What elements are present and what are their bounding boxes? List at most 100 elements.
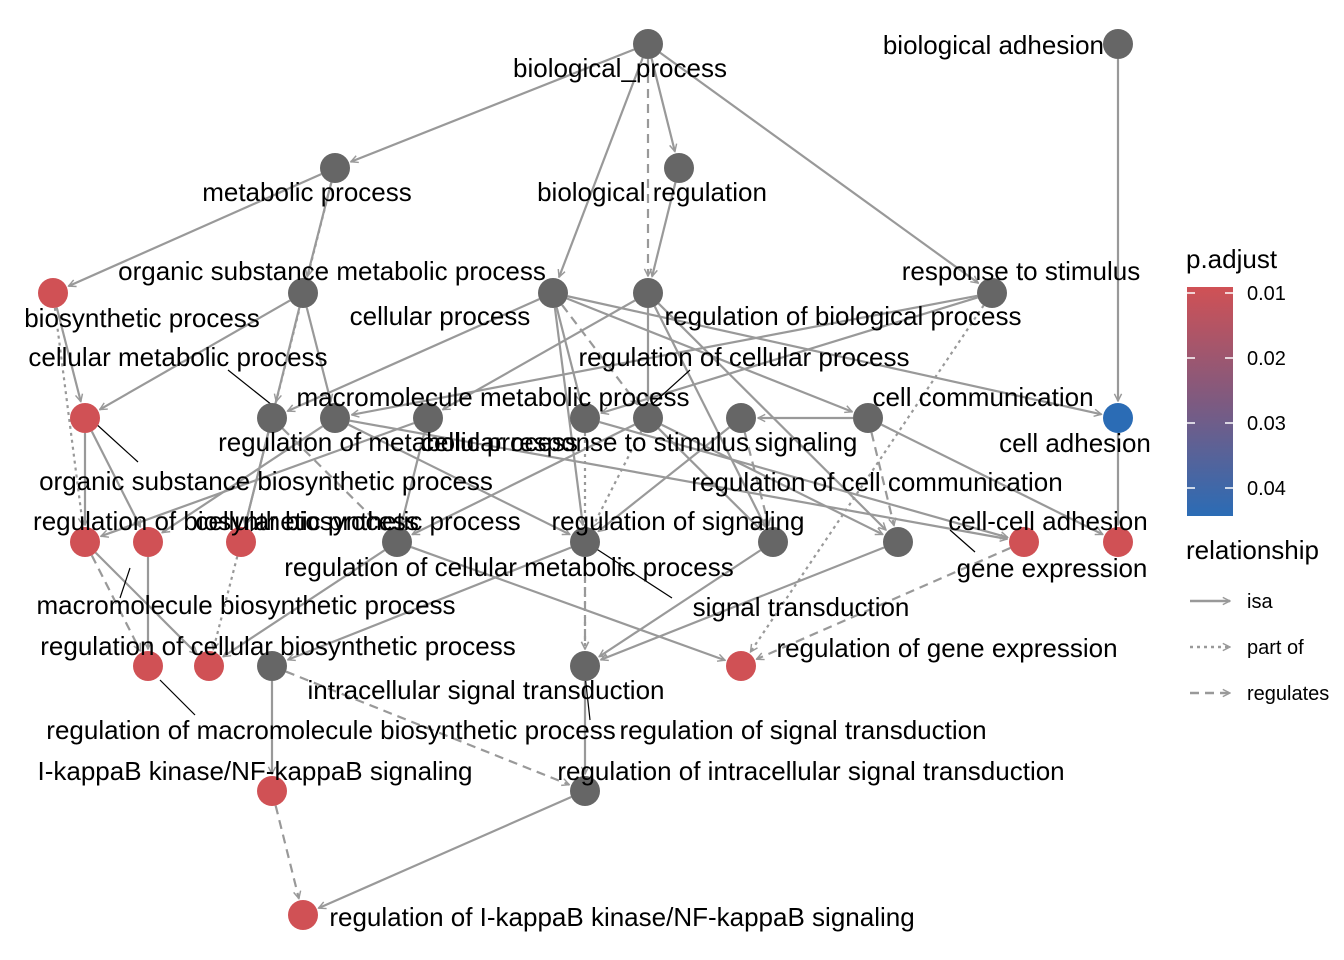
go-term-node[interactable] [883, 527, 913, 557]
go-term-node[interactable] [633, 403, 663, 433]
go-term-node[interactable] [664, 153, 694, 183]
edge-isa [559, 57, 644, 277]
go-term-node[interactable] [538, 278, 568, 308]
edge-isa [652, 182, 677, 277]
go-term-label: intracellular signal transduction [308, 675, 665, 705]
edge-isa [319, 796, 572, 908]
go-term-node[interactable] [977, 278, 1007, 308]
edge-isa [650, 58, 675, 152]
edge-regulates [870, 432, 894, 526]
edge-isa [599, 421, 1007, 537]
go-term-node[interactable] [413, 403, 443, 433]
go-term-node[interactable] [382, 527, 412, 557]
label-leader-line [93, 421, 139, 463]
go-term-label: cell communication [872, 382, 1093, 412]
go-term-node[interactable] [70, 403, 100, 433]
go-term-node[interactable] [288, 900, 318, 930]
edge-isa [880, 423, 1102, 536]
go-term-node[interactable] [133, 527, 163, 557]
go-term-label: I-kappaB kinase/NF-kappaB signaling [37, 756, 472, 786]
label-leader-line [119, 567, 131, 599]
label-leader-line [647, 369, 691, 409]
edge-isa [410, 546, 725, 660]
go-term-label: regulation of metabolic process [218, 427, 578, 457]
go-term-node[interactable] [70, 527, 100, 557]
go-term-label: biosynthetic process [24, 303, 260, 333]
go-term-node[interactable] [726, 651, 756, 681]
go-term-label: biological_process [513, 53, 727, 83]
go-term-node[interactable] [853, 403, 883, 433]
go-term-label: regulation of macromolecule biosynthetic… [46, 715, 615, 745]
go-term-label: regulation of gene expression [776, 633, 1117, 663]
go-term-node[interactable] [133, 651, 163, 681]
go-term-label: cellular biosynthetic process [195, 506, 520, 536]
edge-regulates [285, 670, 569, 785]
go-term-label: macromolecule metabolic process [296, 382, 689, 412]
edge-isa [94, 551, 197, 654]
edge-regulates [743, 432, 769, 526]
go-term-node[interactable] [320, 153, 350, 183]
edge-isa [660, 423, 882, 536]
go-term-node[interactable] [288, 278, 318, 308]
label-layer: biological_process biological adhesion met… [24, 30, 1151, 932]
go-term-label: cell-cell adhesion [948, 506, 1147, 536]
legend-tick-label: 0.02 [1247, 348, 1286, 370]
go-term-node[interactable] [570, 651, 600, 681]
go-term-node[interactable] [1009, 527, 1039, 557]
edge-isa [223, 549, 386, 658]
go-term-label: regulation of signaling [552, 506, 805, 536]
go-term-node[interactable] [226, 527, 256, 557]
label-leader-line [584, 674, 591, 721]
edge-isa [305, 307, 331, 402]
go-term-label: regulation of biological process [665, 301, 1022, 331]
go-term-node[interactable] [1103, 29, 1133, 59]
go-term-label: cellular process [350, 301, 531, 331]
go-term-node[interactable] [320, 403, 350, 433]
edge-isa [100, 299, 291, 411]
edge-isa [90, 430, 142, 526]
go-term-node[interactable] [633, 29, 663, 59]
go-term-node[interactable] [257, 651, 287, 681]
label-leader-layer [93, 369, 976, 721]
go-term-node[interactable] [257, 403, 287, 433]
legend-tick-label: 0.03 [1247, 413, 1286, 435]
go-term-label: metabolic process [202, 177, 412, 207]
go-term-node[interactable] [633, 278, 663, 308]
go-term-node[interactable] [38, 278, 68, 308]
edge-part-of [53, 307, 83, 525]
go-term-node[interactable] [194, 651, 224, 681]
go-term-label: organic substance biosynthetic process [39, 466, 493, 496]
node-layer [38, 29, 1133, 930]
edge-isa [657, 427, 761, 530]
go-term-label: regulation of cell communication [691, 467, 1062, 497]
go-term-node[interactable] [570, 776, 600, 806]
edge-isa [659, 51, 978, 283]
edge-isa [69, 173, 322, 286]
go-term-node[interactable] [257, 776, 287, 806]
edge-isa [55, 307, 81, 402]
label-leader-line [949, 529, 976, 553]
go-term-node[interactable] [1103, 527, 1133, 557]
go-term-node[interactable] [758, 527, 788, 557]
go-term-node[interactable] [726, 403, 756, 433]
go-term-node[interactable] [570, 403, 600, 433]
edge-isa [401, 432, 426, 526]
legend-regulates-label: regulates [1247, 683, 1329, 705]
go-term-label: regulation of signal transduction [619, 715, 986, 745]
go-term-label: response to stimulus [902, 256, 1140, 286]
go-term-label: regulation of cellular biosynthetic proc… [40, 631, 515, 661]
go-term-node[interactable] [570, 527, 600, 557]
go-term-label: biological regulation [537, 177, 767, 207]
label-leader-line [159, 679, 196, 716]
go-term-label: cellular response to stimulus [421, 427, 749, 457]
legend-padjust-title: p.adjust [1186, 244, 1278, 274]
edge-isa [412, 423, 636, 536]
go-term-node[interactable] [1103, 403, 1133, 433]
edge-isa [599, 549, 762, 658]
edge-regulates [90, 554, 142, 650]
legend-relationship-title: relationship [1186, 535, 1319, 565]
edge-isa [162, 425, 324, 534]
label-leader-line [227, 369, 273, 406]
label-leader-line [594, 547, 673, 599]
